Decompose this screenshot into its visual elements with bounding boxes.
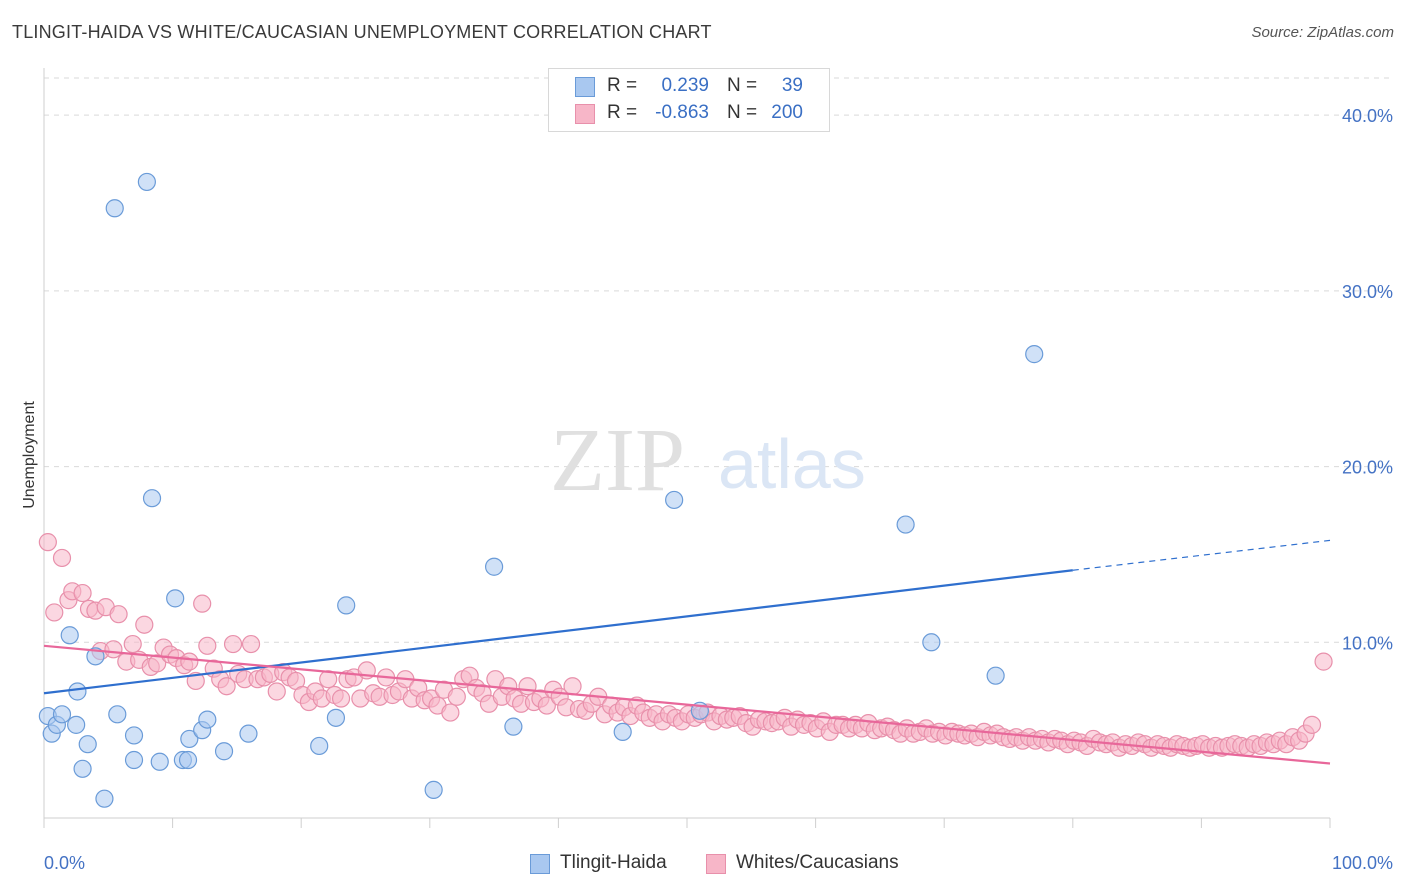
legend-row-tlingit-haida: R = 0.239 N = 39 xyxy=(549,75,829,101)
whites-caucasians-point xyxy=(223,634,243,654)
tlingit-haida-point xyxy=(424,780,443,799)
whites-caucasians-point xyxy=(52,548,72,568)
whites-caucasians-point xyxy=(38,533,57,552)
whites-caucasians-point xyxy=(441,703,460,722)
tlingit-haida-trend-extension xyxy=(1072,539,1331,571)
whites-caucasians-point xyxy=(563,677,582,696)
bottom-legend-swatch-blue xyxy=(530,854,550,874)
whites-caucasians-trend-line xyxy=(43,644,1331,765)
tlingit-haida-point xyxy=(124,750,144,770)
y-tick-label: 20.0% xyxy=(1342,458,1393,478)
tlingit-haida-point xyxy=(986,666,1005,685)
whites-caucasians-point xyxy=(109,605,128,624)
whites-caucasians-point xyxy=(193,594,212,613)
y-tick-labels: 10.0% 20.0% 30.0% 40.0% xyxy=(1342,106,1393,653)
tlingit-haida-point xyxy=(95,789,114,808)
tlingit-haida-point xyxy=(150,752,169,771)
watermark-atlas: atlas xyxy=(718,425,866,503)
whites-caucasians-point xyxy=(319,670,338,689)
tlingit-haida-point xyxy=(52,705,72,724)
watermark-zip: ZIP xyxy=(550,411,685,510)
tlingit-haida-point xyxy=(180,729,199,749)
x-ticks xyxy=(43,818,1331,828)
bottom-legend-label-tlingit-haida: Tlingit-Haida xyxy=(560,852,667,873)
tlingit-haida-point xyxy=(78,735,97,754)
legend-row-whites-caucasians: R = -0.863 N = 200 xyxy=(549,102,829,128)
whites-caucasians-point xyxy=(518,677,537,696)
tlingit-haida-point xyxy=(922,633,941,652)
whites-caucasians-point xyxy=(198,636,217,655)
whites-caucasians-point xyxy=(217,677,236,696)
whites-caucasians-point xyxy=(73,583,92,603)
tlingit-haida-point xyxy=(137,172,156,192)
watermark: ZIP atlas xyxy=(550,411,866,510)
tlingit-haida-point xyxy=(108,705,127,724)
legend-swatch-blue xyxy=(575,77,595,97)
legend-r-value: -0.863 xyxy=(655,102,709,123)
whites-caucasians-point xyxy=(104,640,123,659)
trend-lines xyxy=(43,539,1331,765)
tlingit-haida-point xyxy=(310,736,329,756)
tlingit-haida-point xyxy=(86,647,105,666)
tlingit-haida-point xyxy=(68,682,87,701)
tlingit-haida-point xyxy=(105,199,124,218)
chart-title: TLINGIT-HAIDA VS WHITE/CAUCASIAN UNEMPLO… xyxy=(12,22,712,42)
x-tick-label-max: 100.0% xyxy=(1332,853,1393,873)
tlingit-haida-point xyxy=(198,710,217,729)
tlingit-haida-point xyxy=(142,489,162,508)
tlingit-haida-point xyxy=(326,708,346,727)
grid-lines xyxy=(44,77,1392,643)
legend: R = 0.239 N = 39 R = -0.863 N = 200 xyxy=(548,68,830,132)
tlingit-haida-point xyxy=(166,589,185,608)
y-tick-label: 10.0% xyxy=(1342,633,1393,653)
tlingit-haida-point xyxy=(485,557,504,576)
bottom-legend-label-whites-caucasians: Whites/Caucasians xyxy=(736,852,899,873)
whites-caucasians-point xyxy=(180,652,199,671)
tlingit-haida-point xyxy=(239,724,258,743)
tlingit-haida-point xyxy=(178,750,198,770)
legend-n-label: N = xyxy=(727,75,758,96)
legend-swatch-pink xyxy=(575,104,595,124)
tlingit-haida-point xyxy=(1025,345,1044,364)
legend-n-value: 200 xyxy=(771,102,803,123)
tlingit-haida-point xyxy=(67,715,86,734)
whites-caucasians-point xyxy=(135,615,154,634)
legend-n-label: N = xyxy=(727,102,758,123)
whites-caucasians-point xyxy=(447,687,466,706)
legend-r-value: 0.239 xyxy=(661,75,709,96)
whites-caucasians-point xyxy=(123,634,142,654)
whites-caucasians-point xyxy=(1302,715,1322,734)
tlingit-haida-point xyxy=(214,742,234,761)
whites-caucasians-point xyxy=(241,634,261,654)
tlingit-haida-point xyxy=(665,490,684,510)
whites-caucasians-point xyxy=(537,696,556,715)
tlingit-haida-point xyxy=(60,626,79,645)
x-tick-label-min: 0.0% xyxy=(44,853,85,873)
y-tick-label: 30.0% xyxy=(1342,282,1393,302)
whites-caucasians-point xyxy=(148,654,167,673)
legend-r-label: R = xyxy=(607,75,638,96)
whites-caucasians-point xyxy=(267,682,286,701)
whites-caucasians-point xyxy=(331,689,351,708)
legend-n-value: 39 xyxy=(781,75,803,96)
whites-caucasians-points xyxy=(38,533,1333,757)
tlingit-haida-point xyxy=(124,726,144,745)
whites-caucasians-point xyxy=(45,603,64,622)
whites-caucasians-point xyxy=(1314,652,1333,671)
source-label: Source: ZipAtlas.com xyxy=(1251,24,1394,41)
y-tick-label: 40.0% xyxy=(1342,106,1393,126)
tlingit-haida-trend-line xyxy=(43,569,1073,695)
tlingit-haida-points xyxy=(38,172,1044,808)
legend-r-label: R = xyxy=(607,102,638,123)
tlingit-haida-point xyxy=(337,596,356,615)
tlingit-haida-point xyxy=(613,722,632,742)
tlingit-haida-point xyxy=(73,759,92,778)
bottom-legend-swatch-pink xyxy=(706,854,726,874)
y-axis-label: Unemployment xyxy=(21,401,38,509)
tlingit-haida-point xyxy=(504,717,523,736)
tlingit-haida-point xyxy=(896,515,915,534)
